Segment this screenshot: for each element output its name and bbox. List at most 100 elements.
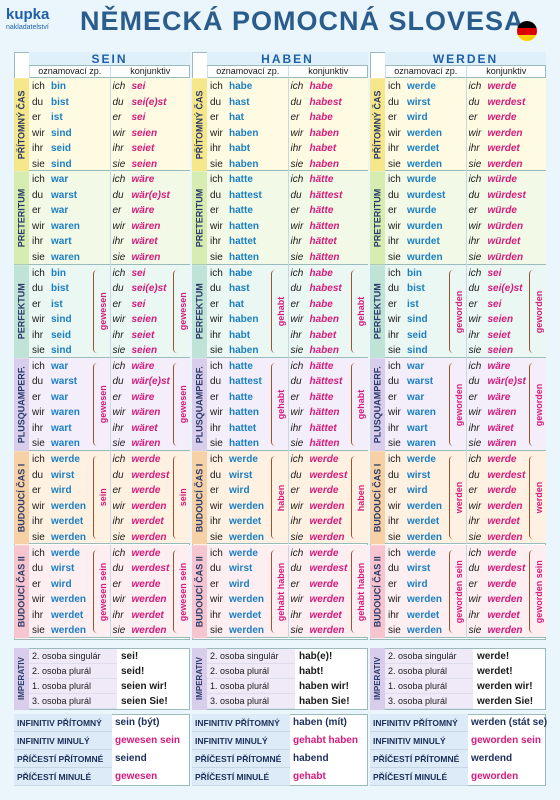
imperative-person: 2. osoba singulár [207,649,295,664]
divider [287,78,289,172]
verb-form: werden [407,500,443,512]
verb-form: wart [407,422,428,434]
pronoun: sie [32,625,45,636]
pronoun: du [32,469,44,481]
verb-form: werden [487,158,523,170]
verb-form: waren [51,220,80,232]
verb-form: haben [309,314,339,326]
pronoun: er [290,391,300,403]
verb-name: HABEN [207,52,368,66]
pronoun: wir [210,407,223,419]
pronoun: sie [112,251,126,263]
verb-form: hast [229,96,250,108]
pronoun: wir [388,127,401,139]
mood-label: oznamovací zp. [29,66,110,78]
verb-form: werdest [487,96,526,108]
verb-form: wurden [407,251,443,263]
pronoun: er [210,578,219,590]
verb-form: habest [309,96,342,108]
pronoun: wir [388,500,401,512]
imperative-person: 1. osoba plurál [29,679,117,694]
pronoun: du [468,563,480,574]
verb-form: werde [131,485,161,497]
verb-form: wären [487,407,517,419]
pronoun: wir [210,594,223,605]
verb-form: werde [131,578,161,590]
bracket [351,362,355,447]
verb-form: habt [229,143,251,154]
participle: gehabt [356,296,366,326]
imperative-label: IMPERATIV [14,648,29,710]
verb-form: werdet [229,516,262,528]
verb-form: seien [131,314,158,326]
pronoun: sie [290,345,304,357]
pronoun: du [468,96,480,108]
pronoun: wir [468,594,482,605]
pronoun: wir [112,314,126,326]
pronoun: ihr [112,329,124,341]
pronoun: sie [388,531,401,543]
verb-form: wirst [407,96,431,108]
divider [109,357,111,452]
verb-form: werden [229,594,265,605]
verb-form: werdet [131,609,164,621]
pronoun: er [32,112,41,123]
verb-form: werden [51,625,87,636]
bracket [92,549,97,633]
verb-form: hätte [309,174,334,186]
verb-form: hätten [309,220,340,232]
participle: gewesen [97,385,108,424]
verb-form: werdest [309,563,348,574]
infinitive-label: INFINITIV MINULÝ [14,732,112,750]
pronoun: ihr [388,143,400,154]
pronoun: ich [290,454,304,466]
imperative-person: 3. osoba plurál [385,694,473,709]
verb-form: wird [229,485,250,497]
verb-form: seiet [131,143,155,154]
verb-form: werdet [131,516,164,528]
mood-label: konjunktiv [109,66,190,78]
pronoun: sie [468,345,482,357]
pronoun: ich [468,81,482,92]
pronoun: ihr [112,236,124,248]
pronoun: sie [210,345,223,357]
verb-form: hätte [309,391,334,403]
verb-form: wäre [487,391,511,403]
pronoun: ihr [388,609,400,621]
bracket [529,456,533,540]
pronoun: ich [112,547,126,559]
pronoun: wir [210,220,223,232]
bracket [173,269,177,353]
verb-form: werdet [407,143,440,154]
verb-form: werden [131,500,167,512]
pronoun: er [388,578,397,590]
verb-form: wäret [131,422,158,434]
verb-form: wart [51,422,72,434]
imperative-form: sei! [121,651,139,662]
participle: gewesen sein [97,561,108,621]
infinitive-label: PŘÍČESTÍ PŘÍTOMNÉ [192,750,290,768]
verb-form: werdet [407,609,440,621]
verb-form: werden [407,625,443,636]
tense-label: PLUSQUAMPERF. [14,357,29,452]
infinitive-label: INFINITIV MINULÝ [192,732,290,750]
tense-band [370,544,546,638]
divider [465,357,467,452]
mood-label: konjunktiv [287,66,368,78]
verb-form: hatten [229,407,259,419]
pronoun: er [290,485,300,497]
verb-form: werdest [131,563,170,574]
verb-form: sei [131,112,146,123]
verb-form: werden [407,594,443,605]
verb-form: seien [487,345,514,357]
pronoun: sie [468,625,482,636]
pronoun: ich [210,267,223,279]
imperative-form: hab(e)! [299,651,333,662]
tense-label: PLUSQUAMPERF. [192,357,207,452]
pronoun: ich [388,267,401,279]
divider [287,451,289,545]
pronoun: ich [32,454,45,466]
verb-form: bist [407,283,425,295]
infinitive-label: PŘÍČESTÍ MINULÉ [370,768,468,786]
tense-label: PLUSQUAMPERF. [370,357,385,452]
